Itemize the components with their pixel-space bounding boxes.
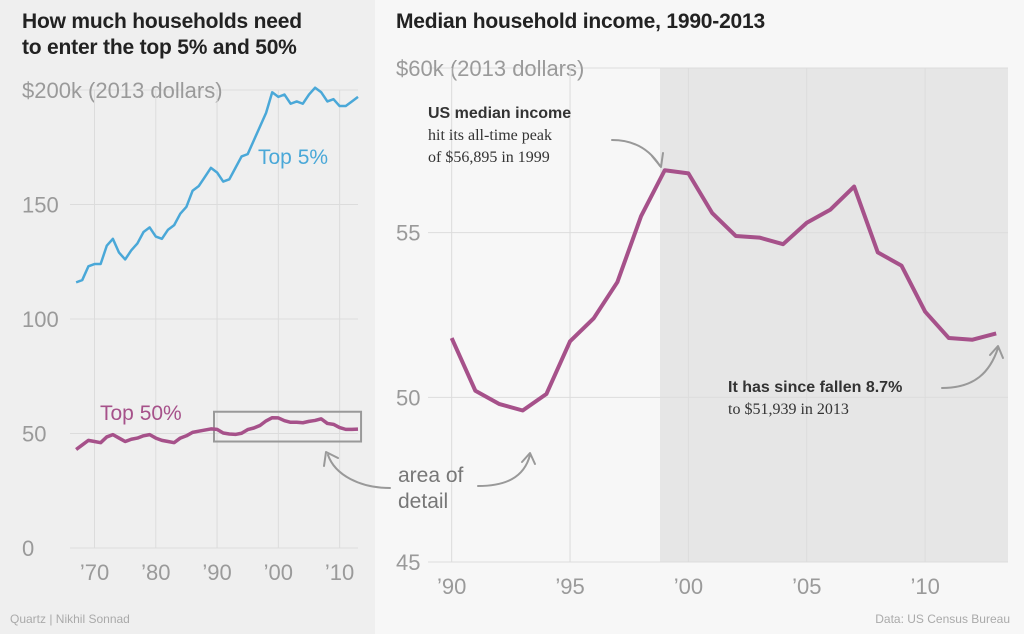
left-title-line-2: to enter the top 5% and 50% bbox=[22, 36, 297, 59]
detail-annotation-line-2: detail bbox=[398, 490, 448, 513]
peak-annotation: US median income hit its all-time peak o… bbox=[428, 105, 571, 166]
x-tick-label: ’90 bbox=[202, 560, 231, 585]
y-tick-label: 45 bbox=[396, 550, 420, 575]
x-tick-label: ’10 bbox=[325, 560, 354, 585]
detail-arrow-right bbox=[477, 454, 531, 487]
detail-annotation: area of detail bbox=[398, 464, 464, 513]
y-tick-label: 150 bbox=[22, 193, 59, 218]
y-tick-label: $60k (2013 dollars) bbox=[396, 56, 584, 81]
x-tick-label: ’10 bbox=[910, 574, 939, 599]
y-tick-label: 55 bbox=[396, 221, 420, 246]
peak-annotation-heading: US median income bbox=[428, 105, 571, 122]
peak-annotation-line-2: hit its all-time peak bbox=[428, 127, 552, 144]
x-tick-label: ’95 bbox=[555, 574, 584, 599]
peak-annotation-line-3: of $56,895 in 1999 bbox=[428, 149, 550, 166]
credit-text: Quartz | Nikhil Sonnad bbox=[10, 612, 130, 626]
left-chart: 0 50 100 150 $200k (2013 dollars) ’70 ’80 ’90 ’0… bbox=[22, 78, 363, 585]
x-tick-label: ’70 bbox=[80, 560, 109, 585]
fall-arrow bbox=[941, 347, 999, 389]
y-tick-label: 50 bbox=[22, 422, 46, 447]
fall-annotation-heading: It has since fallen 8.7% bbox=[728, 379, 902, 396]
right-chart: 45 50 55 $60k (2013 dollars) ’90 ’95 ’00 ’05 ’10 bbox=[396, 56, 1008, 599]
x-tick-label: ’00 bbox=[264, 560, 293, 585]
peak-arrow bbox=[611, 139, 661, 167]
left-chart-title: How much households need to enter the to… bbox=[22, 9, 362, 61]
detail-arrow-left bbox=[327, 454, 391, 489]
fall-annotation-line-2: to $51,939 in 2013 bbox=[728, 401, 849, 418]
y-tick-label: $200k (2013 dollars) bbox=[22, 78, 223, 103]
x-tick-label: ’00 bbox=[674, 574, 703, 599]
median-income-line bbox=[449, 168, 997, 413]
fall-arrow-head bbox=[989, 345, 1004, 359]
x-tick-label: ’80 bbox=[141, 560, 170, 585]
x-tick-label: ’05 bbox=[792, 574, 821, 599]
y-tick-label: 0 bbox=[22, 536, 34, 561]
series-label-top5: Top 5% bbox=[258, 146, 328, 169]
y-tick-label: 100 bbox=[22, 307, 59, 332]
fall-annotation: It has since fallen 8.7% to $51,939 in 2… bbox=[728, 379, 902, 418]
detail-arrow-right-head bbox=[521, 452, 536, 465]
source-text: Data: US Census Bureau bbox=[875, 612, 1010, 626]
shaded-region bbox=[660, 68, 1008, 562]
detail-arrow-left-head bbox=[323, 451, 339, 467]
series-line-top5 bbox=[75, 86, 359, 284]
x-tick-label: ’90 bbox=[437, 574, 466, 599]
detail-annotation-line-1: area of bbox=[398, 464, 464, 487]
area-of-detail-box bbox=[213, 410, 363, 443]
series-line-top50 bbox=[75, 415, 359, 451]
peak-arrow-head bbox=[651, 152, 664, 168]
right-chart-title: Median household income, 1990-2013 bbox=[396, 10, 765, 33]
series-label-top50: Top 50% bbox=[100, 402, 182, 425]
left-title-line-1: How much households need bbox=[22, 10, 302, 33]
left-panel bbox=[0, 0, 375, 634]
y-tick-label: 50 bbox=[396, 385, 420, 410]
